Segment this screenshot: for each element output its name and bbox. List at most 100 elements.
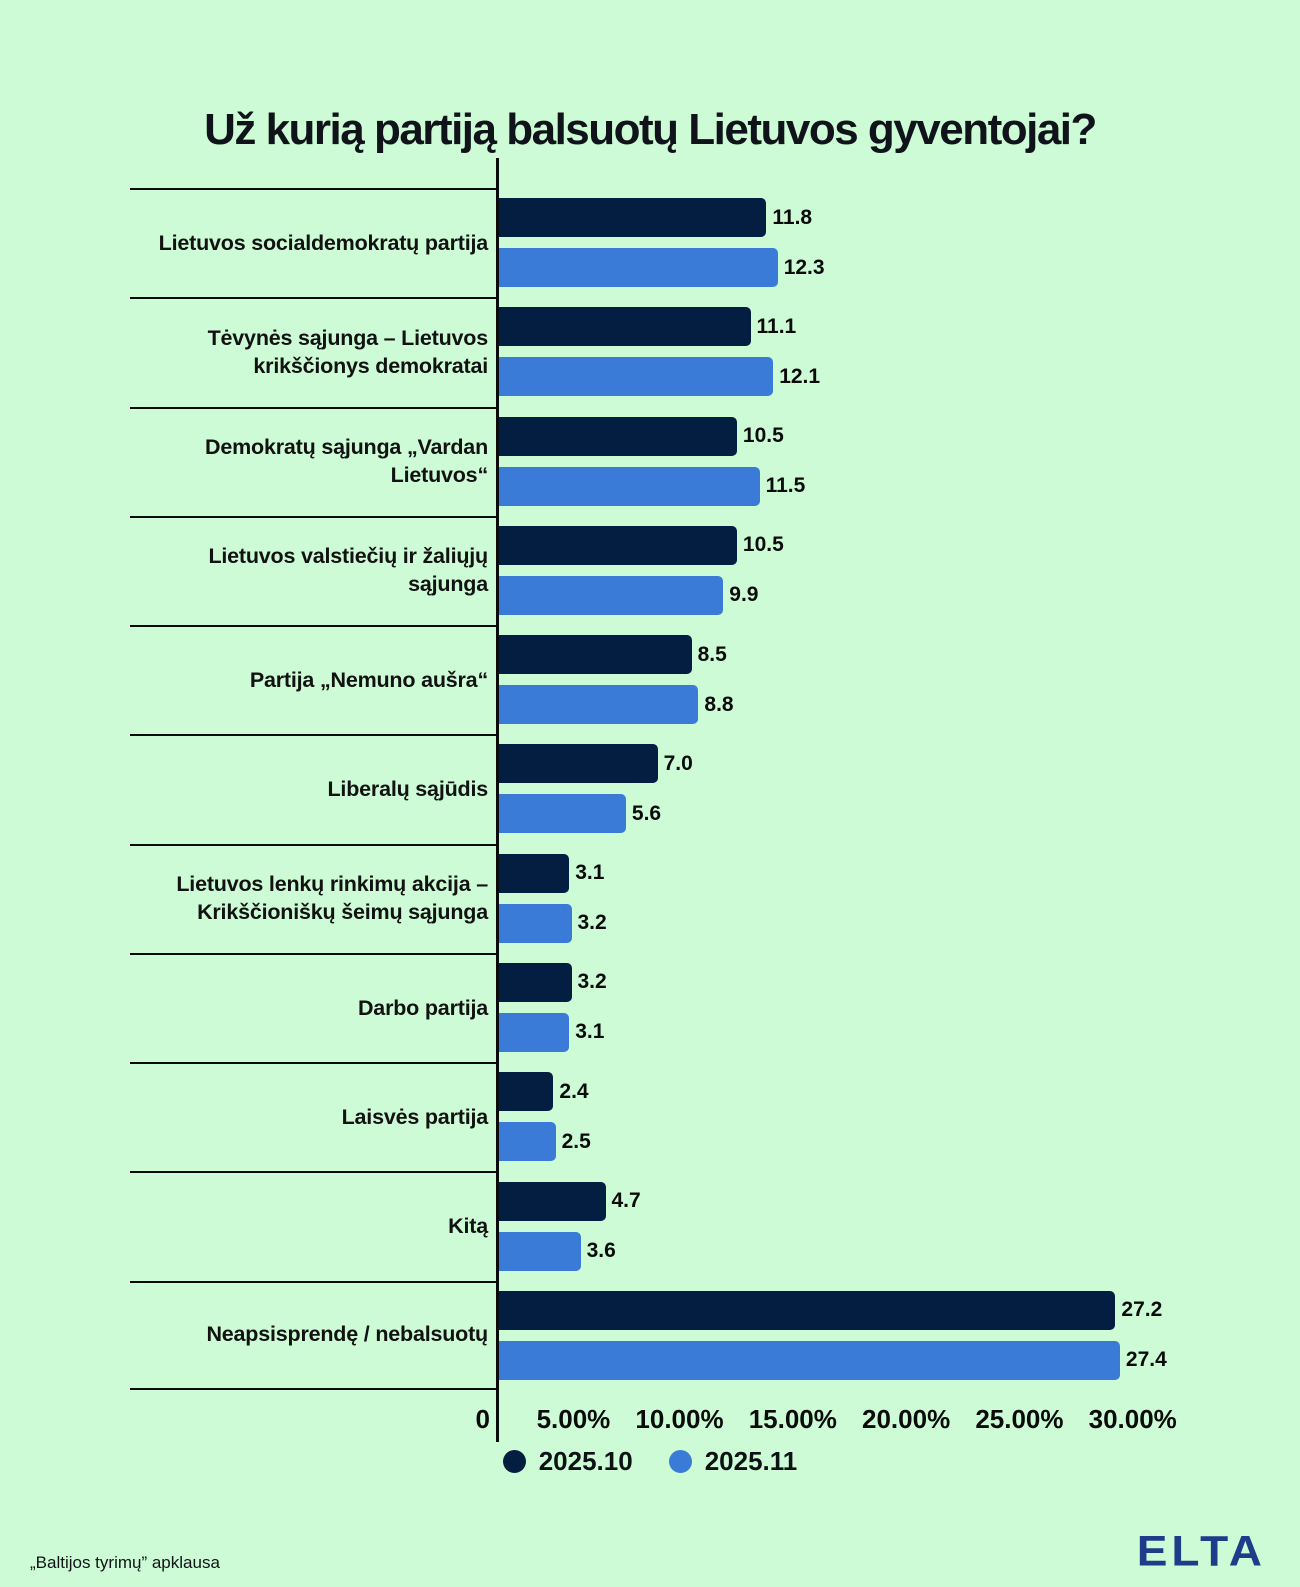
- category-label: Lietuvos valstiečių ir žaliųjų sąjunga: [208, 544, 488, 597]
- chart-row: Partija „Nemuno aušra“ 8.5 8.8: [130, 625, 1290, 734]
- legend-dot-2025-10: [502, 1450, 526, 1473]
- bar-row: 8.5: [499, 635, 1290, 675]
- category-label: Kitą: [448, 1214, 488, 1239]
- bar-2025-10: [499, 744, 658, 784]
- category-label: Darbo partija: [357, 995, 488, 1020]
- x-tick: 15.00%: [748, 1404, 837, 1434]
- bars-group: 4.7 3.6: [496, 1171, 1290, 1280]
- x-tick: 20.00%: [862, 1404, 951, 1434]
- bars-group: 3.1 3.2: [496, 844, 1290, 953]
- bar-row: 2.4: [499, 1072, 1290, 1112]
- value-label: 3.1: [575, 861, 605, 885]
- chart-row: Darbo partija 3.2 3.1: [130, 952, 1290, 1062]
- bars-group: 2.4 2.5: [496, 1062, 1290, 1171]
- category-label: Liberalų sąjūdis: [327, 776, 489, 801]
- x-tick: 30.00%: [1088, 1404, 1177, 1434]
- bar-2025-10: [499, 853, 570, 893]
- legend: 2025.10 2025.11: [0, 1446, 1300, 1477]
- bar-row: 27.2: [499, 1290, 1290, 1330]
- chart-rows: Lietuvos socialdemokratų partija 11.8 12.3…: [130, 188, 1290, 1390]
- chart-row: Kitą 4.7 3.6: [130, 1171, 1290, 1280]
- chart-row: Neapsisprendę / nebalsuotų 27.2 27.4: [130, 1280, 1290, 1390]
- chart-row: Lietuvos lenkų rinkimų akcija – Krikščio…: [130, 843, 1290, 953]
- bar-2025-10: [499, 525, 737, 565]
- value-label: 8.8: [704, 692, 734, 716]
- value-label: 5.6: [631, 801, 662, 825]
- bar-row: 4.7: [499, 1181, 1290, 1221]
- bar-row: 3.1: [499, 1012, 1290, 1052]
- x-tick: 5.00%: [536, 1404, 611, 1434]
- x-tick: 0: [475, 1404, 490, 1434]
- bars-group: 27.2 27.4: [496, 1281, 1290, 1390]
- legend-label: 2025.10: [538, 1446, 633, 1476]
- bar-row: 12.1: [499, 357, 1290, 397]
- bar-row: 10.5: [499, 525, 1290, 565]
- bar-2025-11: [499, 1231, 581, 1271]
- category-label-cell: Lietuvos lenkų rinkimų akcija – Krikščio…: [130, 843, 496, 953]
- bar-row: 8.8: [499, 685, 1290, 725]
- category-label-cell: Liberalų sąjūdis: [130, 734, 496, 843]
- value-label: 10.5: [742, 533, 784, 557]
- value-label: 3.1: [575, 1020, 605, 1044]
- chart-row: Demokratų sąjunga „Vardan Lietuvos“ 10.5 1…: [130, 406, 1290, 516]
- bars-group: 11.1 12.1: [496, 297, 1290, 406]
- value-label: 11.8: [772, 205, 813, 229]
- bar-2025-10: [499, 1290, 1116, 1330]
- category-label-cell: Neapsisprendę / nebalsuotų: [130, 1280, 496, 1390]
- bars-group: 3.2 3.1: [496, 953, 1290, 1062]
- bar-row: 11.8: [499, 198, 1290, 238]
- bar-2025-11: [499, 1122, 556, 1162]
- bar-2025-11: [499, 794, 626, 834]
- bars-group: 8.5 8.8: [496, 625, 1290, 734]
- category-label: Neapsisprendę / nebalsuotų: [206, 1322, 488, 1347]
- value-label: 2.5: [561, 1129, 591, 1153]
- bar-2025-10: [499, 307, 751, 347]
- value-label: 12.1: [779, 364, 821, 388]
- value-label: 3.2: [577, 970, 607, 994]
- chart-row: Lietuvos valstiečių ir žaliųjų sąjunga 10…: [130, 515, 1290, 625]
- bar-row: 5.6: [499, 794, 1290, 834]
- category-label-cell: Kitą: [130, 1171, 496, 1280]
- bar-row: 3.6: [499, 1231, 1290, 1271]
- bar-row: 2.5: [499, 1122, 1290, 1162]
- bar-2025-11: [499, 248, 778, 288]
- bar-row: 27.4: [499, 1340, 1290, 1380]
- bar-row: 3.1: [499, 853, 1290, 893]
- category-label: Lietuvos socialdemokratų partija: [158, 230, 489, 255]
- category-label: Lietuvos lenkų rinkimų akcija – Krikščio…: [176, 872, 488, 925]
- bar-2025-10: [499, 635, 692, 675]
- value-label: 10.5: [742, 424, 784, 448]
- chart-row: Laisvės partija 2.4 2.5: [130, 1062, 1290, 1171]
- chart-row: Liberalų sąjūdis 7.0 5.6: [130, 734, 1290, 843]
- category-label: Partija „Nemuno aušra“: [249, 667, 488, 692]
- bar-2025-11: [499, 357, 774, 397]
- x-tick: 10.00%: [635, 1404, 724, 1434]
- category-label-cell: Lietuvos valstiečių ir žaliųjų sąjunga: [130, 515, 496, 625]
- page-title: Už kurią partiją balsuotų Lietuvos gyven…: [204, 105, 1097, 155]
- value-label: 4.7: [611, 1189, 641, 1213]
- value-label: 2.4: [559, 1079, 589, 1103]
- bar-2025-10: [499, 962, 572, 1002]
- chart-row: Lietuvos socialdemokratų partija 11.8 12.3: [130, 188, 1290, 297]
- bars-group: 7.0 5.6: [496, 734, 1290, 843]
- bar-row: 7.0: [499, 744, 1290, 784]
- elta-logo: ELTA: [1136, 1527, 1266, 1575]
- legend-dot-2025-11: [668, 1450, 692, 1473]
- bar-2025-11: [499, 1012, 570, 1052]
- value-label: 27.2: [1121, 1298, 1163, 1322]
- category-label-cell: Laisvės partija: [130, 1062, 496, 1171]
- bar-2025-10: [499, 198, 767, 238]
- y-axis-line: [496, 158, 499, 1442]
- value-label: 27.4: [1125, 1348, 1167, 1372]
- category-label: Laisvės partija: [341, 1104, 489, 1129]
- value-label: 11.5: [765, 474, 806, 498]
- category-label-cell: Darbo partija: [130, 952, 496, 1062]
- bar-row: 11.1: [499, 307, 1290, 347]
- category-label-cell: Demokratų sąjunga „Vardan Lietuvos“: [130, 406, 496, 516]
- value-label: 9.9: [729, 583, 759, 607]
- bars-group: 11.8 12.3: [496, 188, 1290, 297]
- bar-2025-11: [499, 466, 760, 506]
- bar-2025-11: [499, 685, 699, 725]
- legend-label: 2025.11: [704, 1446, 798, 1476]
